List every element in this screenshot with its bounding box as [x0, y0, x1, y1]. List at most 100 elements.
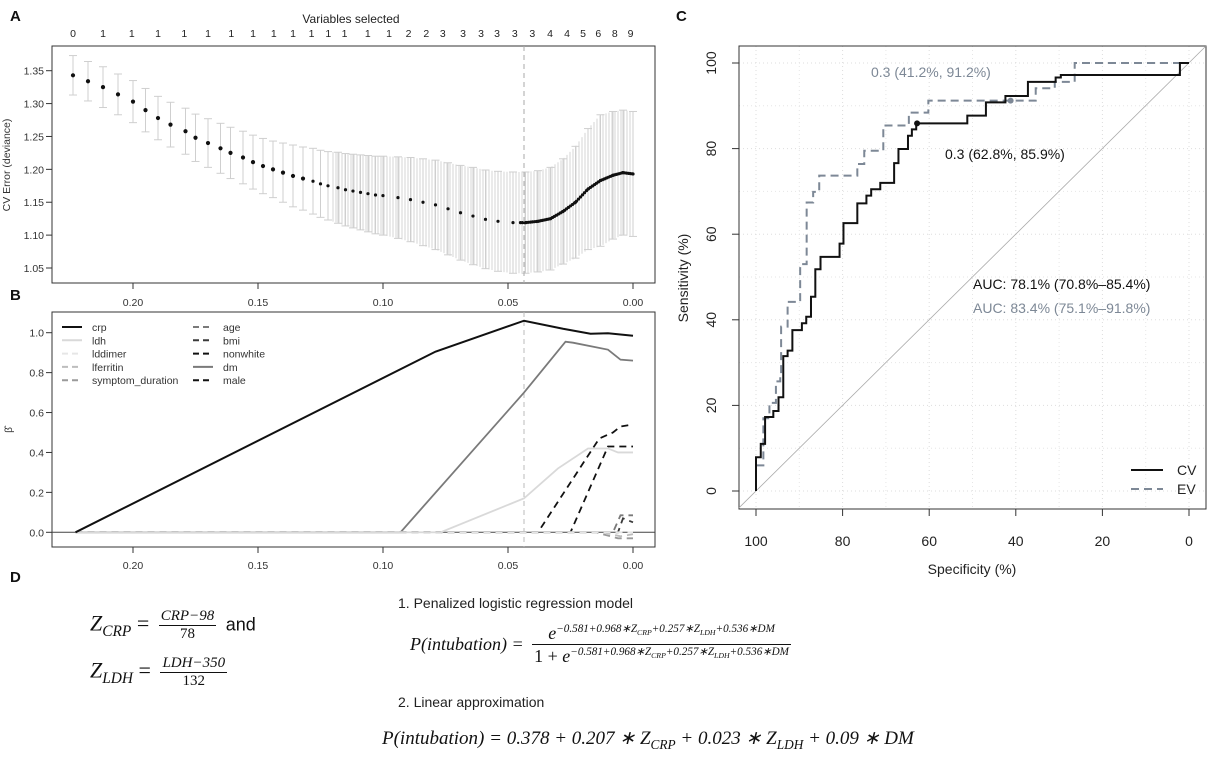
exp-end: +0.536∗DM	[729, 646, 789, 658]
cv-point	[155, 115, 161, 121]
variables-selected-label: 1	[290, 28, 296, 40]
z-ldh-formula: ZLDH = LDH−350 132	[90, 655, 231, 690]
threshold-point-ev	[1007, 97, 1014, 104]
auc-label-cv: AUC: 78.1% (70.8%–85.4%)	[973, 276, 1150, 292]
cv-point	[218, 146, 223, 151]
z-symbol: Z	[90, 657, 103, 683]
cv-point	[381, 194, 385, 198]
variables-selected-label: 3	[440, 28, 446, 40]
variables-selected-label: 9	[628, 28, 634, 40]
variables-selected-label: 0	[70, 28, 76, 40]
x-tick-label: 0.15	[248, 560, 269, 572]
fraction-numerator: LDH−350	[160, 655, 228, 673]
cv-point	[408, 198, 413, 202]
panel-label-a: A	[10, 8, 21, 25]
x-tick-label: 0.00	[623, 297, 644, 309]
legend-label: crp	[92, 322, 107, 334]
cv-point	[511, 221, 515, 225]
variables-selected-label: 1	[100, 28, 106, 40]
coef-path-male	[75, 445, 633, 534]
x-tick-label: 0.20	[123, 297, 144, 309]
legend-label: nonwhite	[223, 349, 265, 361]
legend-label: EV	[1177, 481, 1196, 497]
x-tick-label: 80	[835, 533, 851, 549]
and-text: and	[225, 614, 256, 635]
linear-lhs: P(intubation) = 0.378 + 0.207 ∗ Z	[382, 728, 651, 749]
panel-b-frame	[51, 311, 656, 548]
y-tick-label: 100	[703, 51, 719, 75]
variables-selected-label: 1	[309, 28, 315, 40]
y-tick-label: 1.15	[24, 197, 45, 209]
panel-a-frame	[51, 45, 656, 284]
x-tick-label: 20	[1095, 533, 1111, 549]
cv-point	[373, 193, 378, 197]
x-tick-label: 0.05	[498, 560, 519, 572]
cv-point	[523, 221, 528, 225]
exp-sub-crp: CRP	[637, 628, 652, 638]
y-axis-label: β̂	[3, 425, 15, 433]
roc-curve-ev	[755, 62, 1189, 491]
variables-selected-label: 3	[512, 28, 518, 40]
cv-point	[396, 196, 400, 200]
variables-selected-label: 1	[325, 28, 331, 40]
linear-sub-ldh: LDH	[776, 736, 804, 752]
variables-selected-label: 1	[342, 28, 348, 40]
x-tick-label: 0.05	[498, 297, 519, 309]
step-1-heading: 1. Penalized logistic regression model	[398, 595, 634, 611]
cv-point	[100, 85, 106, 90]
cv-point	[115, 92, 121, 97]
variables-selected-label: 1	[386, 28, 392, 40]
y-tick-label: 0	[703, 487, 719, 495]
variables-selected-label: 3	[478, 28, 484, 40]
threshold-label-ev: 0.3 (41.2%, 91.2%)	[871, 64, 991, 80]
z-symbol: Z	[90, 610, 103, 636]
coef-path-age	[75, 514, 633, 534]
z-subscript: CRP	[102, 622, 132, 640]
cv-point	[548, 217, 553, 221]
legend-label: lddimer	[92, 349, 127, 361]
y-tick-label: 1.0	[29, 328, 44, 340]
cv-point	[483, 217, 488, 221]
panel-c-frame	[738, 45, 1207, 510]
x-tick-label: 60	[921, 533, 937, 549]
legend-label: symptom_duration	[92, 375, 179, 387]
x-tick-label: 0.00	[623, 560, 644, 572]
cv-point	[598, 178, 603, 183]
y-tick-label: 1.20	[24, 164, 45, 176]
cv-point	[536, 219, 540, 223]
threshold-point-cv	[914, 120, 921, 127]
cv-point	[70, 73, 76, 78]
panel-label-c: C	[676, 8, 687, 25]
exp-mid: +0.257∗Z	[651, 623, 700, 635]
cv-point	[621, 171, 625, 175]
cv-point	[631, 172, 635, 176]
x-tick-label: 100	[744, 533, 768, 549]
exp-sub-ldh: LDH	[699, 628, 716, 638]
y-tick-label: 40	[703, 312, 719, 328]
x-tick-label: 0.15	[248, 297, 269, 309]
y-tick-label: 20	[703, 397, 719, 413]
x-tick-label: 0.10	[373, 560, 394, 572]
cv-point	[366, 192, 370, 196]
cv-point	[611, 173, 615, 177]
cv-point	[343, 188, 348, 192]
variables-selected-label: 2	[423, 28, 429, 40]
variables-selected-label: 1	[181, 28, 187, 40]
variables-selected-label: 4	[564, 28, 570, 40]
y-tick-label: 0.8	[29, 368, 44, 380]
linear-sub-crp: CRP	[650, 736, 676, 752]
cv-point	[471, 214, 475, 218]
legend-label: age	[223, 322, 241, 334]
y-axis-label: CV Error (deviance)	[1, 119, 13, 212]
y-tick-label: 1.05	[24, 263, 45, 275]
logistic-formula: P(intubation) = e−0.581+0.968∗ZCRP+0.257…	[410, 622, 795, 667]
x-tick-label: 0.10	[373, 297, 394, 309]
roc-curve-cv	[755, 62, 1189, 491]
y-axis-label: Sensitivity (%)	[675, 234, 691, 323]
exp-sub-ldh: LDH	[714, 651, 730, 661]
coef-path-nonwhite	[75, 423, 634, 534]
fraction-denominator: 132	[182, 673, 206, 689]
variables-selected-label: 3	[494, 28, 500, 40]
coef-path-dm	[75, 340, 634, 534]
variables-selected-label: 1	[155, 28, 161, 40]
